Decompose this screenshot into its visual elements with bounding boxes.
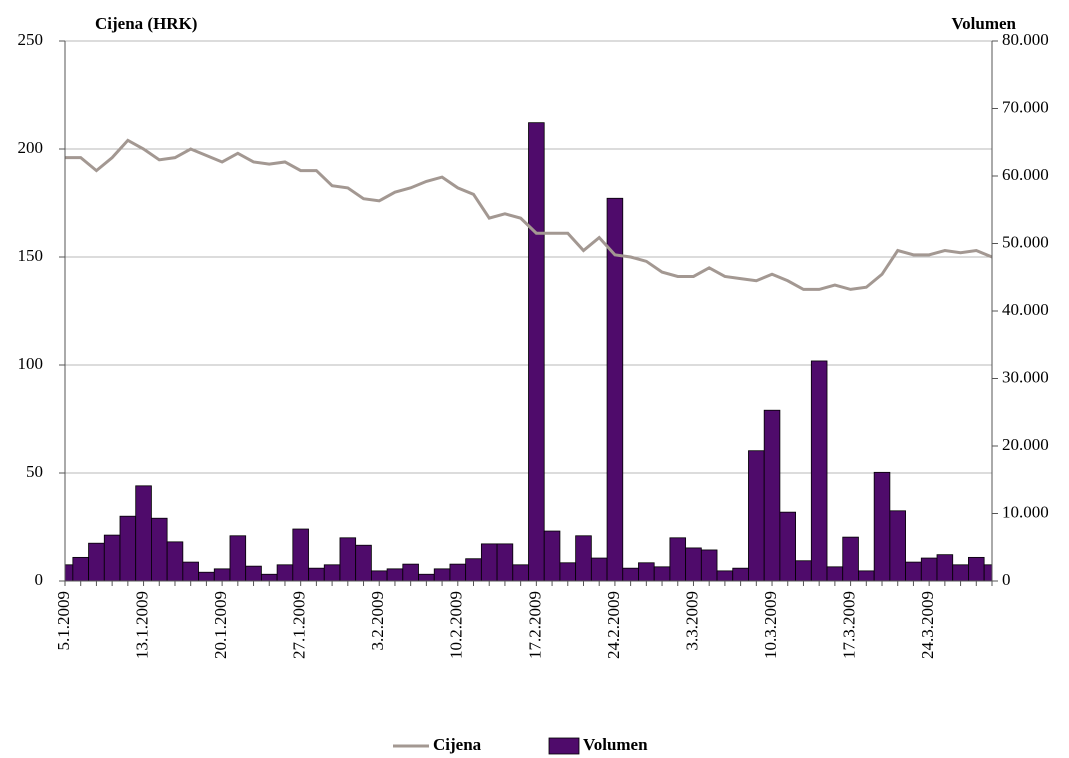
bar [496,543,514,581]
bar [292,528,309,581]
bar [920,557,938,581]
bar [889,510,906,581]
bar [103,534,121,581]
bar [528,122,545,581]
y-tick-label: 150 [18,246,44,265]
bar [543,530,561,581]
bar [779,511,797,581]
bar [339,537,357,581]
x-tick-label: 17.3.2009 [839,591,858,659]
bar [72,556,89,581]
x-tick-label: 3.2.2009 [368,591,387,651]
lines [65,138,992,291]
bar [748,450,765,581]
bar [308,567,325,581]
y2-tick-label: 80.000 [1002,30,1049,49]
bar [559,562,577,581]
y-tick-label: 0 [35,570,44,589]
bar [858,570,875,581]
x-tick-label: 3.3.2009 [682,591,701,651]
x-tick-label: 13.1.2009 [132,591,151,659]
y2-tick-label: 50.000 [1002,232,1049,251]
x-tick-label: 5.1.2009 [54,591,73,651]
bar [166,541,184,581]
bar [449,563,467,581]
bar [355,544,372,581]
y2-tick-label: 30.000 [1002,367,1049,386]
y-tick-label: 250 [18,30,44,49]
bar [276,564,294,581]
x-tick-label: 17.2.2009 [525,591,544,659]
bar [842,536,859,581]
bar [590,557,608,581]
bar [370,570,388,581]
bar [968,556,985,581]
bar [732,567,749,581]
bar [700,549,718,581]
bar [873,471,891,581]
bar [418,573,435,581]
bar [763,409,781,581]
bar [213,568,231,581]
y-tick-label: 50 [26,462,43,481]
bar [260,573,278,581]
y2-tick-label: 20.000 [1002,435,1049,454]
legend-swatch [548,737,580,755]
bar [323,564,341,581]
x-tick-label: 24.3.2009 [918,591,937,659]
bar [229,535,247,581]
axes: 0 50 100 150 200 250 0 10.000 20.000 30.000 40.000… [18,30,1049,659]
bar [88,542,105,581]
bar [198,571,215,581]
x-tick-label: 10.3.2009 [761,591,780,659]
bars [65,122,992,581]
bar [685,547,702,581]
bar [512,564,529,581]
y-axis-title: Cijena (HRK) [95,14,197,33]
bar [622,567,639,581]
bar [905,561,922,581]
line [65,138,992,291]
y-tick-label: 100 [18,354,44,373]
y-tick-label: 200 [18,138,44,157]
bar [151,517,168,581]
bar [826,566,844,581]
bar [606,197,624,581]
y2-tick-label: 10.000 [1002,502,1049,521]
legend-label: Volumen [583,735,648,754]
bar [952,564,969,581]
bar [182,561,199,581]
bar [119,515,137,581]
bar [810,360,828,581]
bar [433,568,451,581]
x-tick-label: 10.2.2009 [447,591,466,659]
bar [245,565,262,581]
x-tick-label: 27.1.2009 [290,591,309,659]
x-tick-label: 24.2.2009 [604,591,623,659]
bar [465,558,482,581]
legend-label: Cijena [433,735,482,754]
y2-tick-label: 0 [1002,570,1011,589]
y2-axis-title: Volumen [951,14,1016,33]
legend: Cijena Volumen [393,735,648,755]
bar [638,562,655,581]
bar [386,568,404,581]
bar [936,554,954,581]
bar [716,570,734,581]
bar [480,543,498,581]
y2-tick-label: 70.000 [1002,97,1049,116]
bar [795,560,812,581]
bar [575,535,592,581]
bar [653,566,671,581]
bar [402,563,419,581]
y2-tick-label: 60.000 [1002,165,1049,184]
bar [669,537,687,581]
bar [135,485,152,581]
y2-tick-label: 40.000 [1002,300,1049,319]
x-tick-label: 20.1.2009 [211,591,230,659]
